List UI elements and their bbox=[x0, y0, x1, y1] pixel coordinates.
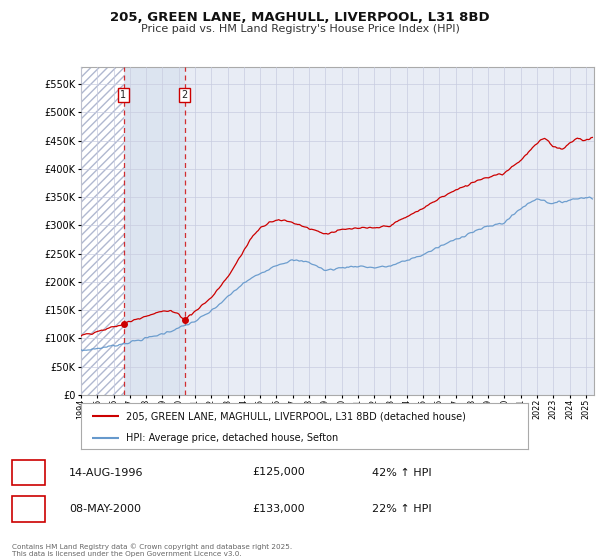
Text: 1: 1 bbox=[25, 468, 32, 478]
Bar bbox=[81, 67, 124, 395]
FancyBboxPatch shape bbox=[12, 496, 45, 522]
Text: 205, GREEN LANE, MAGHULL, LIVERPOOL, L31 8BD (detached house): 205, GREEN LANE, MAGHULL, LIVERPOOL, L31… bbox=[126, 411, 466, 421]
Text: Contains HM Land Registry data © Crown copyright and database right 2025.
This d: Contains HM Land Registry data © Crown c… bbox=[12, 544, 292, 557]
Text: 1: 1 bbox=[121, 90, 127, 100]
FancyBboxPatch shape bbox=[12, 460, 45, 486]
Text: Price paid vs. HM Land Registry's House Price Index (HPI): Price paid vs. HM Land Registry's House … bbox=[140, 24, 460, 34]
Text: £125,000: £125,000 bbox=[252, 468, 305, 478]
Text: 2: 2 bbox=[181, 90, 188, 100]
Text: HPI: Average price, detached house, Sefton: HPI: Average price, detached house, Seft… bbox=[126, 433, 338, 442]
Text: 205, GREEN LANE, MAGHULL, LIVERPOOL, L31 8BD: 205, GREEN LANE, MAGHULL, LIVERPOOL, L31… bbox=[110, 11, 490, 24]
Bar bbox=[124, 67, 185, 395]
Text: 22% ↑ HPI: 22% ↑ HPI bbox=[372, 504, 431, 514]
Text: 08-MAY-2000: 08-MAY-2000 bbox=[69, 504, 141, 514]
Text: 2: 2 bbox=[25, 504, 32, 514]
Text: £133,000: £133,000 bbox=[252, 504, 305, 514]
Bar bbox=[81, 67, 124, 395]
Text: 42% ↑ HPI: 42% ↑ HPI bbox=[372, 468, 431, 478]
Text: 14-AUG-1996: 14-AUG-1996 bbox=[69, 468, 143, 478]
